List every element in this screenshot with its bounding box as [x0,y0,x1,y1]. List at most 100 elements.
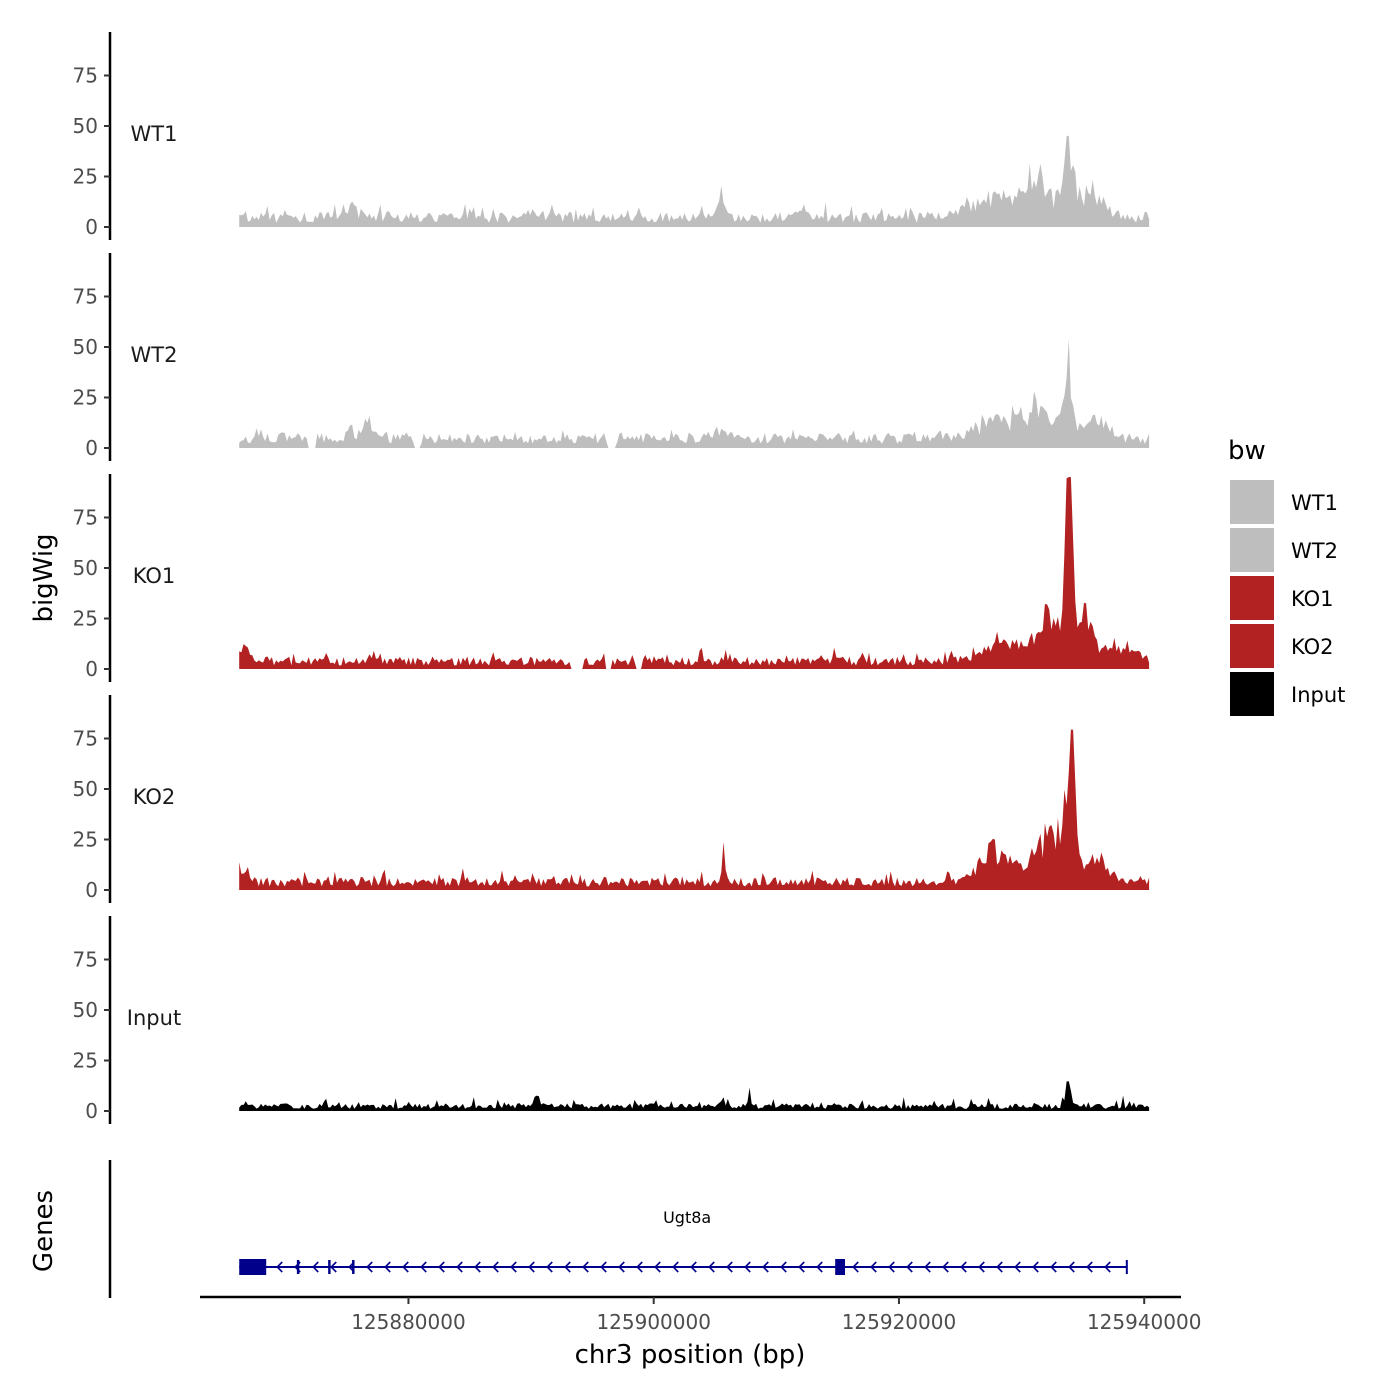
strand-arrow [474,1261,481,1273]
track-label-wt2: WT2 [131,343,178,367]
legend: WT1 WT2 KO1 KO2 Input [1230,480,1345,716]
strand-arrow [438,1261,445,1273]
strand-arrow [816,1261,823,1273]
strand-arrow [744,1261,751,1273]
x-tick-label: 125880000 [351,1310,466,1334]
y-tick-label: 50 [73,114,98,138]
strand-arrow [1050,1261,1057,1273]
strand-arrow [852,1261,859,1273]
track-wt2: 0 25 50 75 WT2 [73,253,1150,461]
x-axis-title: chr3 position (bp) [575,1340,806,1370]
y-tick-label: 0 [85,1099,98,1123]
y-tick-label: 75 [73,64,98,88]
strand-arrow [762,1261,769,1273]
track-label-ko2: KO2 [133,785,176,809]
strand-arrow [492,1261,499,1273]
gene-exon [239,1259,267,1275]
strand-arrow [888,1261,895,1273]
signal-tracks: 0 25 50 75 WT1 0 25 50 75 WT2 0 25 50 75 KO1 0 25 50 75 KO2… [73,32,1150,1124]
strand-arrow [1086,1261,1093,1273]
y-tick-label: 75 [73,727,98,751]
strand-arrow [420,1261,427,1273]
legend-swatch [1230,480,1274,524]
y-tick-label: 0 [85,657,98,681]
legend-swatch [1230,576,1274,620]
strand-arrow [510,1261,517,1273]
strand-arrow [330,1261,337,1273]
strand-arrow [528,1261,535,1273]
strand-arrow [942,1261,949,1273]
strand-arrow [1014,1261,1021,1273]
track-ko2: 0 25 50 75 KO2 [73,695,1150,903]
signal-area-wt2 [239,338,1150,448]
y-tick-label: 50 [73,335,98,359]
gene-exon [328,1260,331,1274]
x-tick-label: 125900000 [596,1310,711,1334]
y-tick-label: 0 [85,878,98,902]
strand-arrow [636,1261,643,1273]
strand-arrow [366,1261,373,1273]
track-label-ko1: KO1 [133,564,176,588]
gene-exon [296,1260,300,1274]
track-ko1: 0 25 50 75 KO1 [73,474,1150,682]
strand-arrow [1032,1261,1039,1273]
genes-axis-title: Genes [29,1190,59,1272]
strand-arrow [780,1261,787,1273]
y-tick-label: 25 [73,828,98,852]
legend-label: KO1 [1291,587,1334,611]
gene-exon [352,1260,355,1274]
strand-arrow [384,1261,391,1273]
y-tick-label: 75 [73,948,98,972]
y-tick-label: 75 [73,506,98,530]
strand-arrow [1068,1261,1075,1273]
x-axis: 125880000 125900000 125920000 125940000 [200,1295,1202,1334]
x-tick-label: 125920000 [842,1310,957,1334]
x-tick-label: 125940000 [1087,1310,1202,1334]
strand-arrow [924,1261,931,1273]
legend-label: KO2 [1291,635,1334,659]
strand-arrow [726,1261,733,1273]
legend-item-input: Input [1230,672,1345,716]
y-tick-label: 25 [73,607,98,631]
track-label-wt1: WT1 [131,122,178,146]
legend-swatch [1230,528,1274,572]
strand-arrow [996,1261,1003,1273]
legend-item-ko1: KO1 [1230,576,1334,620]
strand-arrow [546,1261,553,1273]
y-tick-label: 0 [85,215,98,239]
track-input: 0 25 50 75 Input [73,916,1150,1124]
legend-label: WT2 [1291,539,1338,563]
strand-arrow [312,1261,319,1273]
strand-arrow [654,1261,661,1273]
signal-area-ko1 [239,477,1150,669]
strand-arrow [402,1261,409,1273]
y-tick-label: 50 [73,556,98,580]
signal-area-wt1 [239,135,1150,227]
strand-arrow [618,1261,625,1273]
y-tick-label: 50 [73,777,98,801]
strand-arrow [1104,1261,1111,1273]
signal-area-input [239,1081,1150,1111]
gene-name-label: Ugt8a [663,1208,711,1227]
legend-swatch [1230,624,1274,668]
signal-area-ko2 [239,729,1150,890]
legend-title: bw [1228,436,1266,466]
legend-item-wt2: WT2 [1230,528,1338,572]
legend-item-wt1: WT1 [1230,480,1338,524]
strand-arrow [690,1261,697,1273]
strand-arrow [564,1261,571,1273]
strand-arrow [456,1261,463,1273]
y-tick-label: 25 [73,1049,98,1073]
strand-arrow [906,1261,913,1273]
gene-ugt8a: Ugt8a [239,1208,1128,1275]
legend-swatch [1230,672,1274,716]
strand-arrow [978,1261,985,1273]
gene-exon [1125,1260,1128,1274]
y-tick-label: 25 [73,165,98,189]
track-wt1: 0 25 50 75 WT1 [73,32,1150,240]
strand-arrow [582,1261,589,1273]
legend-label: Input [1291,683,1345,707]
track-label-input: Input [127,1006,181,1030]
strand-arrow [798,1261,805,1273]
